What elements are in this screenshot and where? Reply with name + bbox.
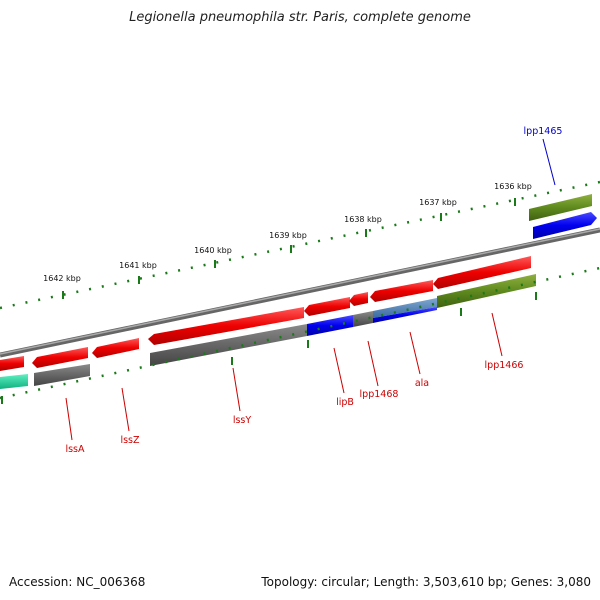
second-row <box>0 274 536 389</box>
feature-forward <box>370 280 433 302</box>
tick-label: 1636 kbp <box>494 182 532 191</box>
gene-label[interactable]: lssA <box>65 444 85 455</box>
feature-forward <box>304 297 350 316</box>
feature-forward <box>92 338 139 358</box>
gene-label[interactable]: lpp1466 <box>485 360 524 371</box>
feature-gray <box>34 364 90 386</box>
forward-strand <box>0 256 531 371</box>
tick-label: 1641 kbp <box>119 261 157 270</box>
gene-label[interactable]: lssZ <box>120 435 140 446</box>
tick-label: 1638 kbp <box>344 215 382 224</box>
feature-forward <box>349 292 368 306</box>
label-leader-lpp1465 <box>542 138 556 186</box>
feature-steel <box>373 298 437 318</box>
feature-forward <box>0 356 24 371</box>
tick-label: 1639 kbp <box>269 231 307 240</box>
label-leaders <box>65 312 503 441</box>
feature-trna <box>529 194 592 221</box>
feature-forward <box>148 307 304 345</box>
accession-text: Accession: NC_006368 <box>9 575 146 589</box>
feature-forward <box>433 256 531 289</box>
feature-reverse <box>307 315 353 336</box>
gene-label[interactable]: lssY <box>233 415 252 426</box>
feature-reverse <box>373 307 437 323</box>
topology-text: Topology: circular; Length: 3,503,610 bp… <box>261 575 591 589</box>
gene-label[interactable]: ala <box>415 378 429 389</box>
feature-gray <box>150 324 307 366</box>
tick-label: 1642 kbp <box>43 274 81 283</box>
map-title: Legionella pneumophila str. Paris, compl… <box>129 10 471 25</box>
feature-forward <box>32 347 88 368</box>
gene-label[interactable]: lpp1468 <box>360 389 399 400</box>
gene-label[interactable]: lpp1465 <box>524 126 563 137</box>
gene-label[interactable]: lipB <box>336 397 354 408</box>
tick-label: 1637 kbp <box>419 198 457 207</box>
backbone <box>0 227 600 358</box>
inner-tick-ring <box>0 266 600 404</box>
feature-gray <box>353 311 373 327</box>
feature-trna <box>437 274 536 308</box>
tick-label: 1640 kbp <box>194 246 232 255</box>
feature-reverse <box>533 212 597 239</box>
outer-tick-ring <box>0 180 600 310</box>
feature-misc <box>0 374 28 389</box>
